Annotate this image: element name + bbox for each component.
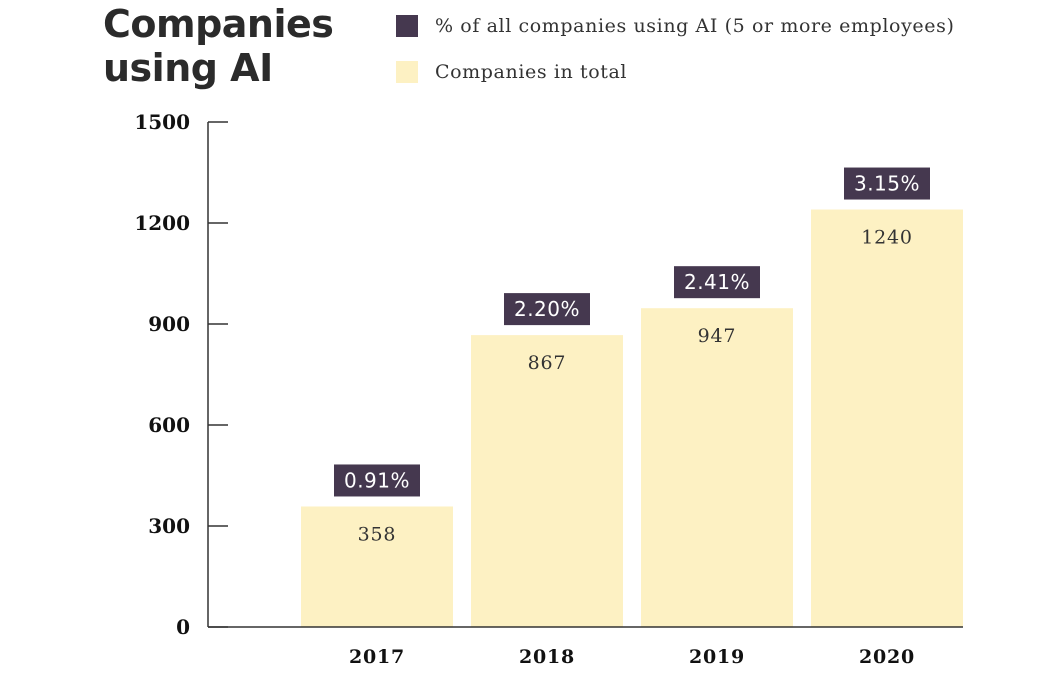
legend-item-percent: % of all companies using AI (5 or more e… xyxy=(396,14,954,38)
bar-total-2017 xyxy=(301,506,453,627)
legend-swatch-total xyxy=(396,61,418,83)
x-tick-label-2019: 2019 xyxy=(689,646,745,668)
percent-label-2018: 2.20% xyxy=(514,297,580,321)
legend-swatch-percent xyxy=(396,15,418,37)
x-tick-label-2017: 2017 xyxy=(349,646,405,668)
y-tick-label-0: 0 xyxy=(176,615,190,639)
legend-label-total: Companies in total xyxy=(435,61,628,83)
y-tick-label-900: 900 xyxy=(148,312,190,336)
bar-total-2019 xyxy=(641,308,793,627)
percent-badge-2018 xyxy=(504,293,590,326)
y-tick-label-1200: 1200 xyxy=(134,211,190,235)
legend: % of all companies using AI (5 or more e… xyxy=(396,14,954,106)
bar-value-label-2018: 867 xyxy=(528,352,567,374)
percent-badge-2019 xyxy=(674,266,760,299)
percent-label-2019: 2.41% xyxy=(684,270,750,294)
chart-title: Companies using AI xyxy=(103,2,334,90)
bar-value-label-2020: 1240 xyxy=(861,227,913,249)
y-tick-label-1500: 1500 xyxy=(134,110,190,134)
bar-value-label-2019: 947 xyxy=(698,325,737,347)
percent-label-2017: 0.91% xyxy=(344,468,410,492)
legend-label-percent: % of all companies using AI (5 or more e… xyxy=(435,15,955,37)
x-tick-label-2018: 2018 xyxy=(519,646,575,668)
percent-badge-2020 xyxy=(844,167,930,200)
percent-badge-2017 xyxy=(334,464,420,497)
bar-total-2018 xyxy=(471,335,623,627)
legend-item-total: Companies in total xyxy=(396,60,954,84)
y-tick-label-600: 600 xyxy=(148,413,190,437)
percent-label-2020: 3.15% xyxy=(854,172,920,196)
y-tick-label-300: 300 xyxy=(148,514,190,538)
bar-total-2020 xyxy=(811,209,963,628)
bar-value-label-2017: 358 xyxy=(358,523,397,545)
x-tick-label-2020: 2020 xyxy=(859,646,915,668)
